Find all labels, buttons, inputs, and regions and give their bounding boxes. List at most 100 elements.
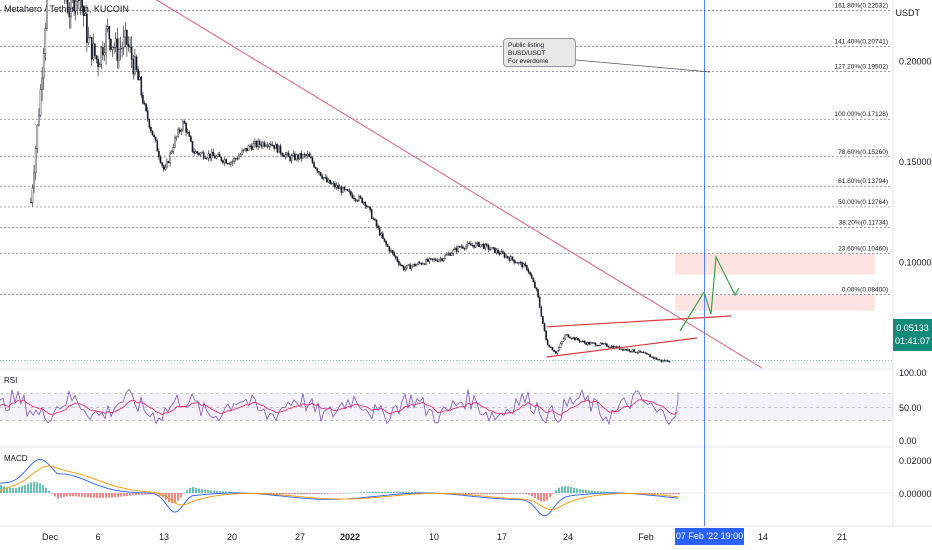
projection-path[interactable] [679, 254, 736, 332]
pane-dividers [0, 0, 932, 527]
candle-body [92, 43, 95, 60]
fib-label: 38.20%(0.11734) [839, 220, 888, 227]
target-zone[interactable] [675, 294, 875, 311]
candle-body [378, 227, 381, 236]
candle-body [362, 201, 365, 204]
currency-label[interactable]: USDT [895, 8, 921, 18]
candle-body [590, 342, 592, 345]
candle-body [409, 264, 411, 269]
candle-body [78, 0, 80, 1]
candle-body [214, 155, 216, 159]
fib-label: 78.60%(0.15260) [838, 149, 888, 156]
candle-body [388, 246, 391, 252]
channel-upper-line[interactable] [546, 315, 732, 328]
downtrend-line[interactable] [53, 0, 763, 369]
candle-body [206, 157, 208, 159]
target-zone[interactable] [675, 253, 875, 275]
candle-body [650, 356, 653, 358]
macd-histogram-bar [579, 488, 581, 493]
candle-body [508, 257, 511, 261]
fibonacci-levels: 161.80%(0.22532) 141.40%(0.20741) 127.20%(… [0, 3, 890, 296]
channel-lower-line[interactable] [546, 337, 698, 358]
macd-histogram-bar [234, 492, 236, 493]
candle-body [423, 263, 426, 265]
macd-label[interactable]: MACD [4, 454, 28, 463]
candle-body [177, 129, 179, 137]
candle-body [281, 152, 283, 156]
candle-body [655, 357, 658, 360]
macd-histogram-bar [561, 486, 563, 493]
macd-histogram-bar [603, 491, 605, 493]
macd-histogram-bar [132, 493, 134, 496]
rsi-band [0, 393, 893, 422]
drawings[interactable] [0, 0, 893, 369]
candle-body [519, 262, 522, 264]
macd-histogram-bar [666, 493, 668, 495]
candle-body [500, 251, 503, 255]
candle-body [433, 258, 435, 260]
candle-body [321, 175, 323, 179]
candle-body [231, 161, 234, 163]
candle-body [359, 196, 362, 199]
candle-body [119, 48, 122, 50]
candle-body [524, 263, 527, 266]
macd-histogram-bar [114, 493, 116, 498]
macd-histogram-bar [120, 493, 122, 497]
candle-body [151, 130, 154, 136]
candle-body [446, 254, 448, 256]
axes[interactable]: 0.250000.200000.150000.10000100.0050.000… [42, 0, 932, 543]
callout-note[interactable]: Public listing BUSD/USDT For everdome [503, 38, 576, 67]
candle-body [422, 263, 424, 265]
macd-histogram-bar [183, 493, 185, 494]
macd-histogram-bar [576, 488, 578, 493]
macd-histogram-bar [381, 491, 383, 493]
candle-body [81, 0, 83, 7]
candle-body [90, 36, 93, 60]
candle-body [402, 266, 405, 271]
macd-histogram-bar [600, 491, 602, 493]
macd-histogram-bar [282, 493, 284, 495]
macd-histogram-bar [519, 493, 521, 494]
candle-body [556, 350, 559, 354]
candle-body [436, 260, 439, 262]
macd-histogram-bar [105, 493, 107, 498]
candle-body [375, 219, 378, 227]
macd-histogram-bar [402, 491, 404, 493]
macd-histogram-bar [393, 491, 395, 493]
macd-histogram-bar [171, 493, 173, 504]
callout-pointer [575, 59, 711, 73]
rsi-label[interactable]: RSI [4, 376, 18, 385]
candle-body [257, 140, 259, 148]
macd-histogram-bar [297, 493, 299, 495]
candle-body [183, 121, 186, 124]
candle-body [246, 148, 248, 151]
macd-histogram-bar [63, 493, 65, 497]
macd-histogram-bar [21, 486, 23, 493]
candle-body [42, 53, 45, 79]
candle-body [666, 359, 669, 362]
candle-body [652, 356, 655, 359]
candle-body [442, 258, 445, 261]
macd-histogram-bar [78, 493, 80, 497]
fib-label: 61.80%(0.13794) [838, 178, 888, 185]
candle-body [73, 0, 75, 12]
candle-body [593, 342, 595, 344]
candle-body [502, 251, 504, 254]
candlesticks[interactable] [30, 0, 671, 363]
candle-body [367, 206, 370, 208]
callout-line-1: Public listing BUSD/USDT [508, 42, 546, 57]
candle-body [410, 265, 413, 269]
candle-body [598, 345, 600, 347]
candle-body [159, 156, 162, 163]
macd-histogram-bar [81, 493, 83, 497]
macd-histogram-bar [180, 493, 182, 498]
chart-title[interactable]: Metahero / Tether, 4h, KUCOIN [4, 4, 129, 14]
macd-histogram-bar [336, 493, 338, 494]
candle-body [604, 343, 607, 345]
candle-body [418, 262, 421, 264]
candle-body [266, 145, 269, 147]
fib-label: 127.20%(0.19502) [835, 64, 889, 71]
candle-body [407, 264, 410, 266]
macd-histogram-bar [651, 493, 653, 494]
